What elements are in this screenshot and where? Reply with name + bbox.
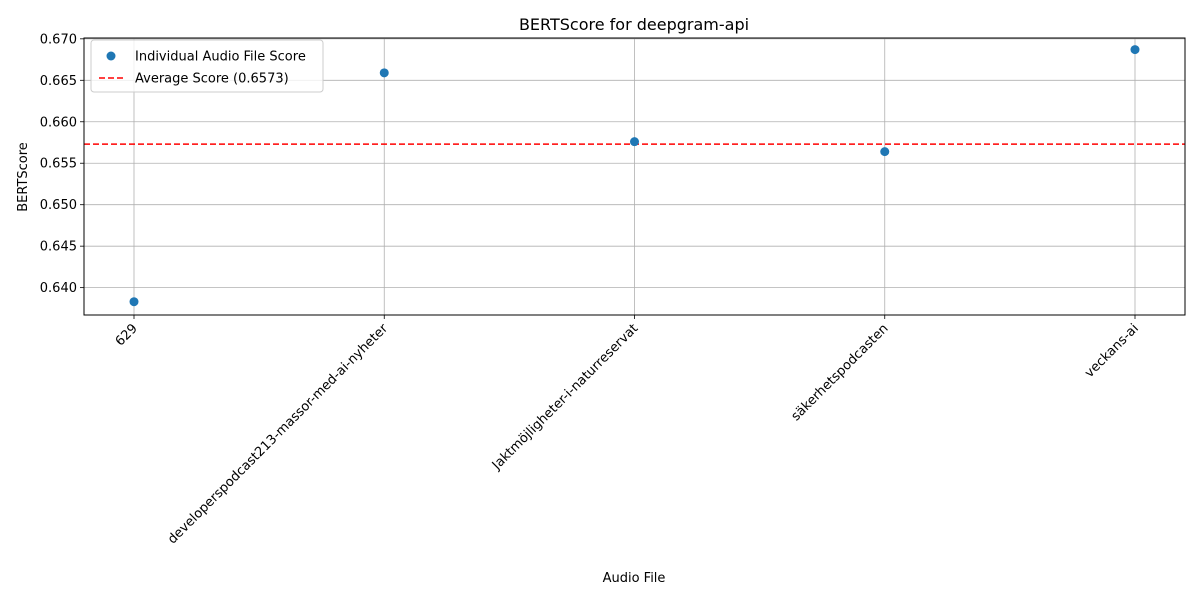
- data-point: [880, 147, 890, 157]
- legend-marker-scatter: [106, 51, 116, 61]
- x-tick-label: Jaktmöjligheter-i-naturreservat: [489, 321, 641, 473]
- y-tick-label: 0.660: [40, 115, 77, 130]
- legend-box: [90, 39, 324, 93]
- chart-title: BERTScore for deepgram-api: [519, 15, 749, 34]
- x-tick-label: veckans-ai: [1082, 321, 1142, 381]
- ticks-layer: 0.640 0.645 0.650 0.655 0.660 0.665 0.670 629 de…: [40, 32, 1142, 547]
- legend-label-scatter: Individual Audio File Score: [135, 50, 306, 65]
- data-point: [1130, 45, 1140, 55]
- x-axis-label: Audio File: [603, 571, 666, 586]
- data-point: [630, 137, 639, 147]
- data-point: [379, 68, 389, 78]
- y-axis-label: BERTScore: [16, 142, 31, 212]
- x-tick-label: developerspodcast213-massor-med-ai-nyhet…: [165, 321, 391, 547]
- y-tick-label: 0.645: [40, 240, 77, 255]
- x-tick-label: 629: [113, 321, 141, 349]
- points-layer: [129, 45, 1140, 307]
- y-tick-label: 0.670: [40, 32, 77, 47]
- data-point: [129, 297, 139, 307]
- x-tick-label: säkerhetspodcasten: [789, 321, 892, 424]
- y-tick-label: 0.650: [40, 198, 77, 213]
- y-tick-label: 0.655: [40, 157, 77, 172]
- legend: Individual Audio File Score Average Scor…: [90, 39, 324, 93]
- y-tick-label: 0.665: [40, 74, 77, 89]
- y-tick-label: 0.640: [40, 281, 77, 296]
- legend-label-average: Average Score (0.6573): [135, 72, 289, 87]
